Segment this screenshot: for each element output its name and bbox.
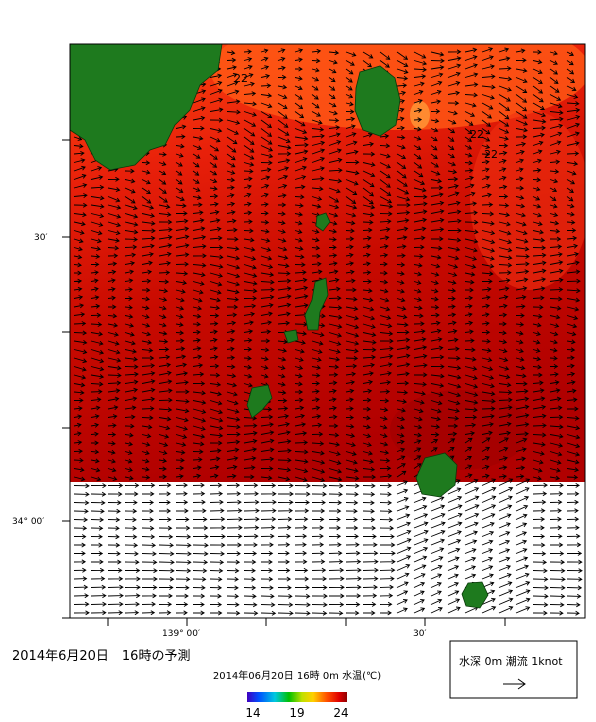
x-label: 30′ — [413, 629, 427, 639]
contour-label: 22 — [234, 72, 248, 85]
map-frame — [69, 43, 586, 619]
colorbar-tick-label: 24 — [333, 706, 348, 720]
contour-label: 22 — [484, 148, 498, 161]
legend-box — [449, 640, 578, 699]
y-label: 30′ — [34, 233, 48, 243]
legend-arrow — [503, 678, 526, 690]
caption: 2014年6月20日 16時の予測 — [12, 649, 190, 664]
colorbar-tick-label: 14 — [245, 706, 260, 720]
legend-text: 水深 0m 潮流 1knot — [459, 654, 563, 668]
colorbar-title: 2014年06月20日 16時 0m 水温(℃) — [213, 669, 381, 682]
contour-labels: 22 22 22 — [234, 72, 498, 161]
colorbar — [247, 692, 347, 702]
colorbar-tick-label: 19 — [289, 706, 304, 720]
islands — [69, 43, 489, 609]
colorbar-ticks: 14 19 24 — [245, 706, 348, 720]
contour-label: 22 — [470, 128, 484, 141]
axis-ticks — [62, 139, 506, 626]
x-label: 139° 00′ — [162, 629, 200, 639]
y-label: 34° 00′ — [12, 517, 44, 527]
